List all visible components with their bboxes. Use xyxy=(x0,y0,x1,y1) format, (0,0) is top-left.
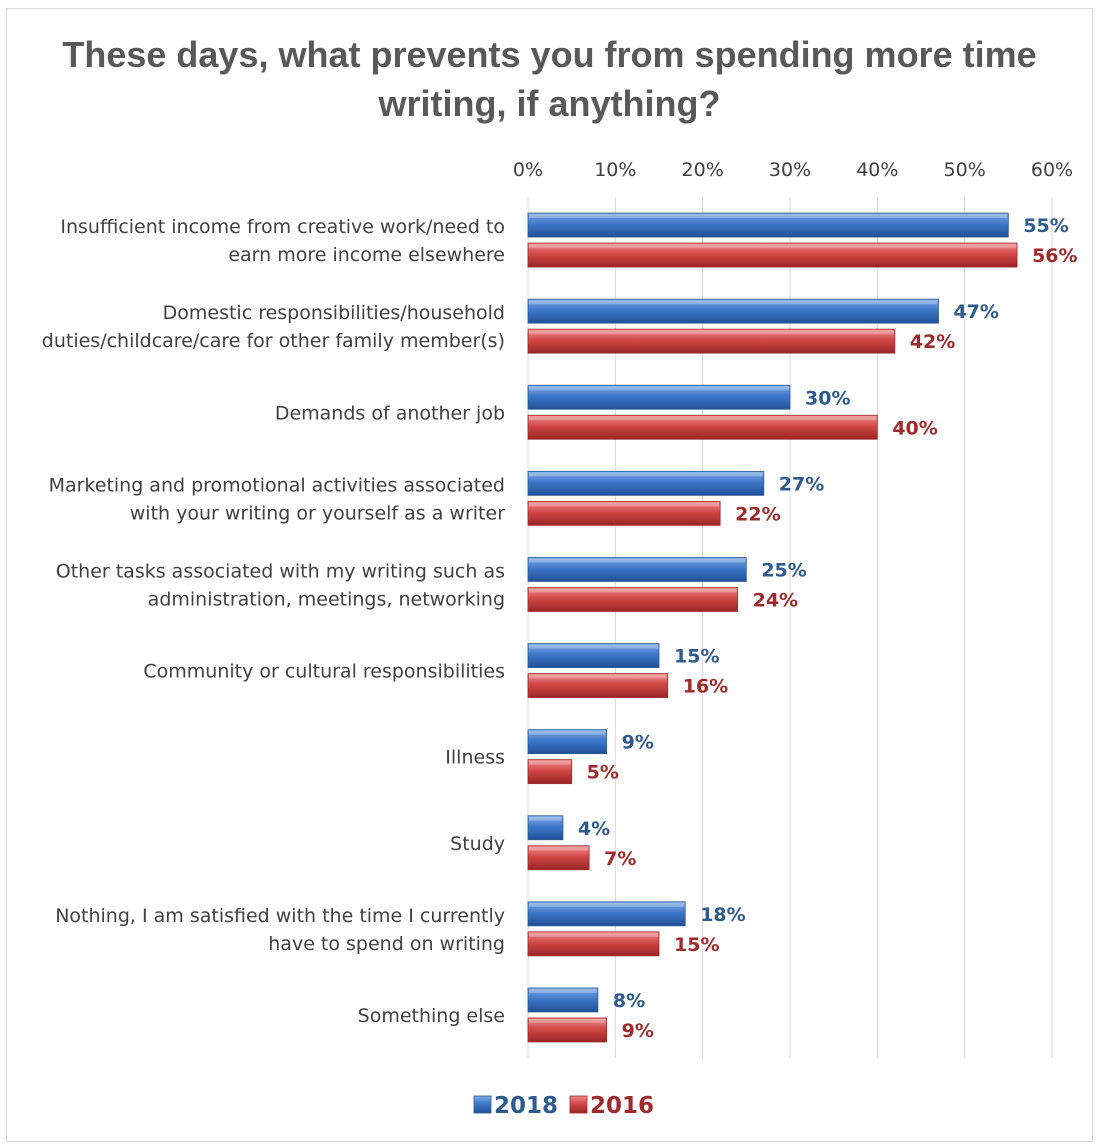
bar-2016 xyxy=(527,931,660,957)
data-label: 30% xyxy=(805,387,850,409)
bar-highlight xyxy=(529,330,894,335)
bar-2016 xyxy=(527,845,590,871)
legend-swatch-2018 xyxy=(473,1095,492,1114)
legend-label-2018: 2018 xyxy=(494,1093,558,1119)
bar-2018 xyxy=(527,643,660,668)
bar-2018 xyxy=(527,470,765,496)
category-label: Marketing and promotional activities ass… xyxy=(49,474,506,524)
bar-highlight xyxy=(529,644,658,649)
category-label: Study xyxy=(450,833,505,855)
x-tick-label: 10% xyxy=(594,159,636,181)
chart-title: These days, what prevents you from spend… xyxy=(62,34,1037,124)
bar-highlight xyxy=(529,416,877,421)
bar-highlight xyxy=(529,932,658,937)
category-label: Domestic responsibilities/household dutie… xyxy=(42,302,505,352)
bar-2016 xyxy=(527,242,1018,268)
category-label: Insufficient income from creative work/n… xyxy=(60,216,505,266)
bar-highlight xyxy=(529,386,789,391)
x-tick-label: 40% xyxy=(856,159,898,181)
data-label: 40% xyxy=(892,417,937,439)
bar-highlight xyxy=(529,300,938,305)
category-label: Nothing, I am satisfied with the time I … xyxy=(55,905,505,955)
bar-highlight xyxy=(529,988,597,993)
data-label: 22% xyxy=(735,503,780,525)
bar-2016 xyxy=(527,587,739,612)
bar-highlight xyxy=(529,902,685,907)
data-label: 7% xyxy=(604,848,636,870)
data-label: 24% xyxy=(753,589,798,611)
data-label: 18% xyxy=(700,904,745,926)
bar-2016 xyxy=(527,1017,607,1043)
data-label: 16% xyxy=(683,676,728,698)
x-tick-label: 60% xyxy=(1031,159,1073,181)
data-label: 56% xyxy=(1032,245,1077,267)
bar-highlight xyxy=(529,214,1008,219)
bar-highlight xyxy=(529,760,571,765)
bar-2016 xyxy=(527,673,669,698)
data-label: 55% xyxy=(1023,215,1068,237)
x-tick-label: 30% xyxy=(769,159,811,181)
bar-2018 xyxy=(527,557,747,582)
bar-2018 xyxy=(527,815,564,841)
x-tick-label: 20% xyxy=(682,159,724,181)
data-label: 15% xyxy=(674,646,719,668)
bar-2016 xyxy=(527,500,721,526)
bar-highlight xyxy=(529,1018,606,1023)
bar-highlight xyxy=(529,846,589,851)
bar-2016 xyxy=(527,759,573,785)
bar-highlight xyxy=(529,502,720,507)
bar-2018 xyxy=(527,729,607,755)
data-label: 9% xyxy=(622,732,654,754)
category-label: Something else xyxy=(358,1005,505,1027)
category-label: Community or cultural responsibilities xyxy=(143,661,505,683)
data-label: 27% xyxy=(779,473,824,495)
category-label: Other tasks associated with my writing s… xyxy=(56,560,505,610)
bar-2018 xyxy=(527,987,599,1013)
bar-highlight xyxy=(529,816,562,821)
bar-highlight xyxy=(529,730,606,735)
legend-swatch-2016 xyxy=(569,1095,588,1114)
bar-2018 xyxy=(527,212,1009,238)
legend-label-2016: 2016 xyxy=(590,1093,654,1119)
data-label: 8% xyxy=(613,990,645,1012)
bar-2018 xyxy=(527,901,686,927)
bar-highlight xyxy=(529,674,667,679)
bar-highlight xyxy=(529,558,746,563)
data-label: 5% xyxy=(587,762,619,784)
x-tick-label: 0% xyxy=(513,159,543,181)
data-label: 25% xyxy=(761,559,806,581)
data-label: 4% xyxy=(578,818,610,840)
bar-2018 xyxy=(527,384,791,410)
x-tick-label: 50% xyxy=(944,159,986,181)
data-label: 42% xyxy=(910,331,955,353)
category-label: Illness xyxy=(445,747,505,769)
category-label: Demands of another job xyxy=(275,402,505,424)
bar-2016 xyxy=(527,414,878,440)
data-label: 9% xyxy=(622,1020,654,1042)
bar-highlight xyxy=(529,244,1017,249)
bar-2018 xyxy=(527,298,939,324)
bar-highlight xyxy=(529,472,763,477)
data-label: 47% xyxy=(953,301,998,323)
data-label: 15% xyxy=(674,934,719,956)
bar-highlight xyxy=(529,588,737,593)
bar-2016 xyxy=(527,328,896,354)
